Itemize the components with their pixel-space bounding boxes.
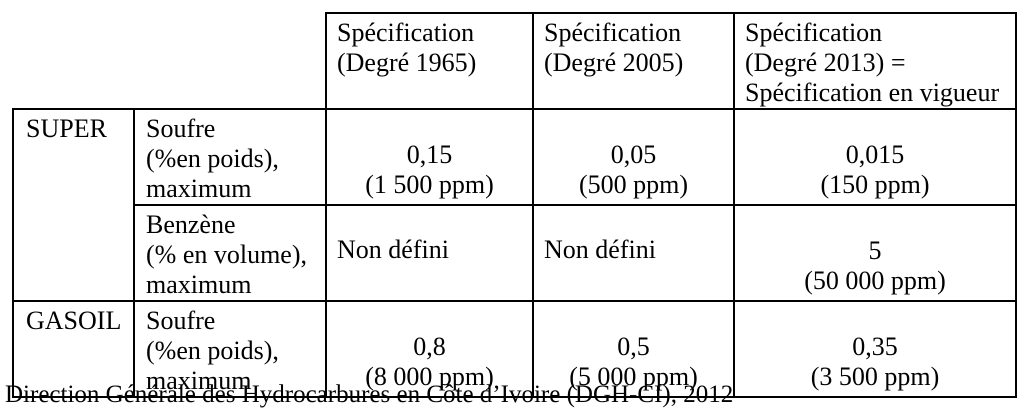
header-empty-cell [13,13,326,109]
parameter-cell-benzene: Benzène (% en volume), maximum [133,204,327,302]
fuel-cell-gasoil: GASOIL [12,300,135,398]
value-cell-super-benzene-2013: 5 (50 000 ppm) [733,204,1017,302]
header-spec-2005: Spécification (Degré 2005) [532,12,735,110]
value-cell-super-soufre-1965: 0,15 (1 500 ppm) [325,108,534,206]
header-spec-2013: Spécification (Degré 2013) = Spécificati… [733,12,1017,110]
value-cell-super-benzene-2005: Non défini [532,204,735,302]
value-cell-gasoil-soufre-1965: 0,8 (8 000 ppm) [325,300,534,398]
value-cell-gasoil-soufre-2013: 0,35 (3 500 ppm) [733,300,1017,398]
fuel-cell-super: SUPER [12,108,135,302]
table-row-super-benzene: Benzène (% en volume), maximum Non défin… [13,204,1017,302]
value-cell-super-benzene-1965: Non défini [325,204,534,302]
fuel-spec-table: Spécification (Degré 1965) Spécification… [12,12,1017,398]
parameter-cell-soufre-super: Soufre (%en poids), maximum [133,108,327,206]
source-caption: Direction Générale des Hydrocarbures en … [5,381,734,408]
value-cell-super-soufre-2013: 0,015 (150 ppm) [733,108,1017,206]
header-row: Spécification (Degré 1965) Spécification… [13,12,1017,110]
header-spec-1965: Spécification (Degré 1965) [325,12,534,110]
table-row-super-soufre: SUPER Soufre (%en poids), maximum 0,15 (… [12,108,1017,302]
value-cell-gasoil-soufre-2005: 0,5 (5 000 ppm) [532,300,735,398]
value-cell-super-soufre-2005: 0,05 (500 ppm) [532,108,735,206]
parameter-cell-soufre-gasoil: Soufre (%en poids), maximum [133,300,327,398]
table-row-gasoil-soufre: GASOIL Soufre (%en poids), maximum 0,8 (… [12,300,1017,398]
